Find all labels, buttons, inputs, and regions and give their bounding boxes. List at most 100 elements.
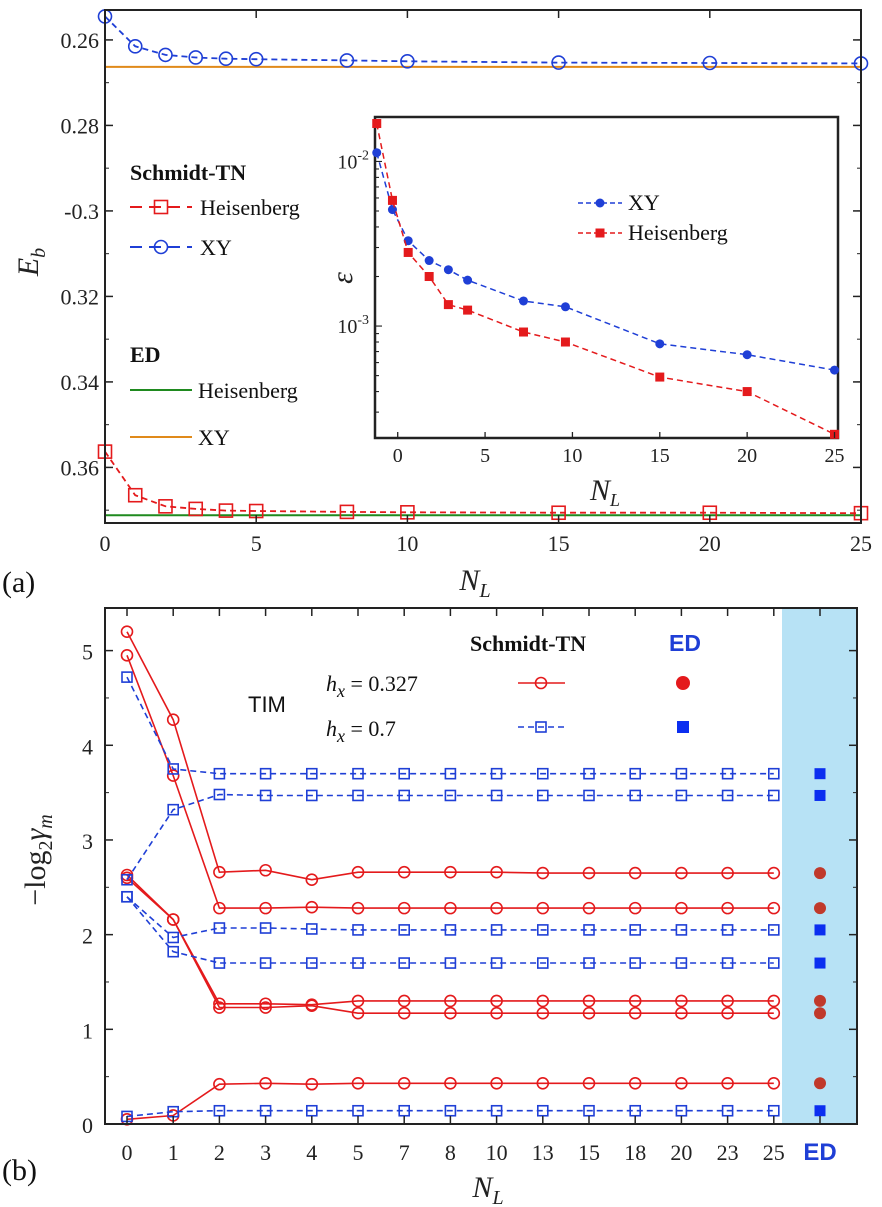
- h07-line-3: [126, 896, 774, 964]
- data-point: [213, 865, 226, 879]
- data-point: [213, 1104, 226, 1117]
- inset-x-tick-label: 25: [825, 445, 845, 467]
- data-point: [490, 957, 503, 969]
- y-axis-label: −log2γm: [19, 814, 57, 906]
- legend-label-heisenberg: Heisenberg: [200, 195, 300, 220]
- data-point: [213, 901, 226, 915]
- data-point: [398, 767, 411, 780]
- data-point: [675, 789, 688, 802]
- data-point: [536, 957, 549, 969]
- ed-point: [814, 1105, 826, 1117]
- data-point: [490, 865, 503, 879]
- data-point: [218, 503, 234, 518]
- series-line-heisenberg: [104, 451, 862, 515]
- inset-frame: [373, 115, 840, 440]
- inset-y-axis-label: ε: [326, 272, 359, 284]
- data-point: [721, 767, 734, 780]
- x-tick-label: 25: [850, 531, 872, 556]
- data-point: [259, 997, 272, 1011]
- data-point: [120, 625, 134, 638]
- h07-line-4: [126, 1109, 774, 1118]
- data-point: [259, 863, 272, 877]
- data-point: [582, 994, 596, 1008]
- data-point: [167, 945, 179, 958]
- data-point: [259, 922, 272, 934]
- data-point: [213, 788, 226, 801]
- data-point: [628, 1006, 642, 1020]
- data-point: [398, 924, 411, 936]
- data-point: [702, 55, 718, 71]
- data-point: [213, 922, 226, 934]
- x-tick-label: 8: [445, 1140, 456, 1165]
- data-point: [767, 924, 780, 936]
- ed-point: [814, 867, 826, 880]
- data-point: [397, 994, 411, 1008]
- x-axis-label: NL: [471, 1171, 503, 1207]
- x-tick-label: 10: [486, 1140, 508, 1165]
- inset-x-tick-label: 5: [480, 445, 490, 467]
- data-point: [767, 1104, 780, 1117]
- data-point: [213, 767, 226, 780]
- data-point: [536, 924, 549, 936]
- h07-line-2: [126, 896, 774, 939]
- data-point: [305, 1077, 319, 1091]
- ed-point: [814, 957, 826, 969]
- data-point: [444, 767, 457, 780]
- legend-col-schmidt: Schmidt-TN: [470, 631, 586, 656]
- inset-x-tick-label: 15: [650, 445, 670, 467]
- data-point: [675, 924, 688, 936]
- x-tick-label: 20: [670, 1140, 692, 1165]
- data-point: [213, 957, 226, 969]
- inset-data-point: [742, 350, 752, 360]
- inset-data-point: [742, 387, 752, 397]
- y-tick-label: 3: [82, 829, 93, 854]
- inset-y-tick-label: 10-2: [337, 148, 369, 173]
- data-point: [305, 957, 318, 969]
- x-axis-label: NL: [458, 564, 490, 602]
- data-point: [490, 994, 503, 1008]
- inset-data-point: [519, 296, 529, 306]
- data-point: [675, 866, 688, 880]
- x-tick-label: 0: [100, 531, 111, 556]
- x-tick-label: 23: [717, 1140, 739, 1165]
- data-point: [767, 767, 780, 780]
- inset-data-point: [372, 119, 382, 129]
- data-point: [167, 763, 179, 775]
- panel-a-chart: 0 5 10 15 20 25 0.26 0.28 -0.3 0.32 0.34 0.36 NL Eb Sc…: [12, 9, 872, 602]
- data-point: [305, 923, 318, 935]
- data-point: [767, 789, 780, 802]
- y-tick-label: 0.36: [61, 455, 100, 480]
- ed-point: [814, 768, 826, 780]
- data-point: [721, 957, 734, 969]
- inset-data-point: [655, 339, 665, 349]
- data-point: [397, 901, 411, 915]
- data-point: [767, 957, 780, 969]
- legend-marker-heisenberg: [153, 199, 169, 215]
- data-point: [767, 994, 781, 1008]
- data-point: [397, 865, 411, 879]
- data-point: [767, 901, 781, 915]
- data-point: [536, 789, 549, 802]
- data-point: [351, 901, 365, 915]
- data-point: [213, 997, 226, 1011]
- data-point: [490, 1104, 503, 1117]
- data-point: [582, 866, 596, 880]
- ed-point: [814, 924, 826, 936]
- data-point: [305, 789, 318, 802]
- legend-ed-marker-h07: [677, 721, 689, 733]
- ed-point: [814, 1077, 826, 1090]
- data-point: [721, 994, 734, 1008]
- legend-ed-marker-h0327: [676, 676, 690, 690]
- h0327-line-1: [126, 655, 774, 909]
- legend-marker-xy: [153, 239, 169, 255]
- ed-point: [814, 1007, 826, 1020]
- y-axis-label: Eb: [12, 248, 50, 277]
- data-point: [248, 51, 264, 67]
- data-point: [721, 1076, 734, 1090]
- inset-data-point: [424, 256, 434, 266]
- data-point: [629, 1104, 642, 1117]
- data-point: [121, 671, 133, 683]
- y-tick-label: 0.32: [61, 284, 100, 309]
- h0327-line-0: [126, 631, 774, 881]
- inset-data-point: [463, 275, 473, 285]
